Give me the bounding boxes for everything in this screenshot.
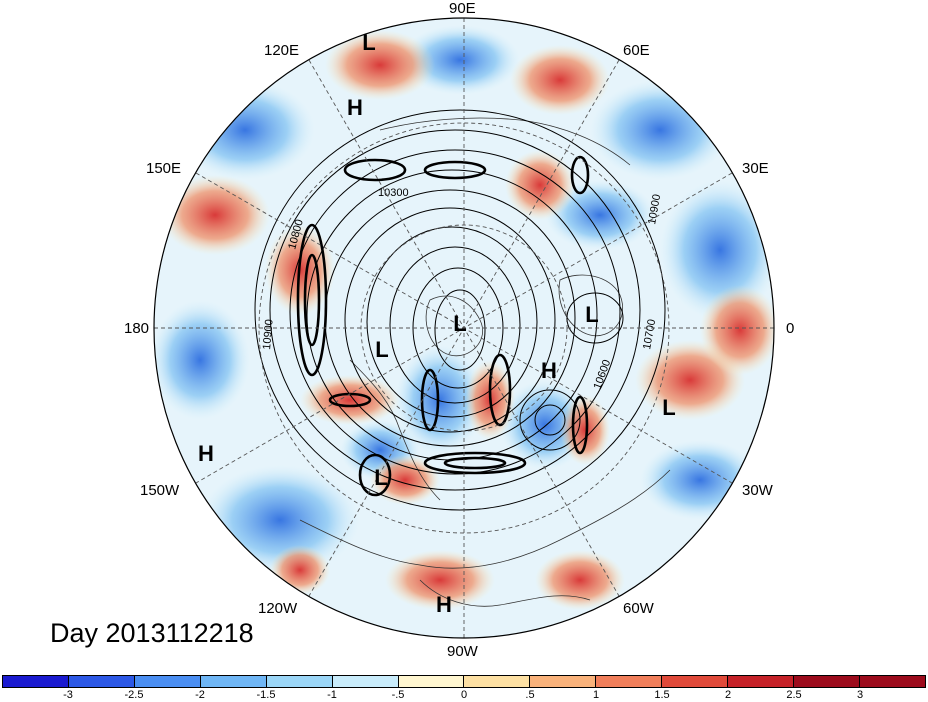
- colorbar-cell: [464, 676, 531, 687]
- colorbar-tick: -3: [63, 689, 73, 701]
- lon-label-90w: 90W: [447, 643, 478, 660]
- low-pressure-symbol: L: [362, 30, 376, 55]
- high-pressure-symbol: H: [436, 592, 452, 617]
- colorbar-tick: 1: [592, 689, 600, 701]
- low-pressure-symbol: L: [453, 311, 467, 336]
- colorbar-tick: 2: [724, 689, 732, 701]
- lon-label-120e: 120E: [264, 42, 300, 59]
- date-title: Day 2013112218: [50, 618, 254, 648]
- colorbar-tick: -2: [195, 689, 205, 701]
- colorbar-cell: [859, 676, 925, 687]
- contour-label: 10300: [378, 187, 409, 199]
- colorbar-cell: [332, 676, 399, 687]
- colorbar-cell: [3, 676, 69, 687]
- colorbar-tick: -.5: [391, 689, 405, 701]
- lon-label-180: 180: [124, 320, 150, 337]
- lon-label-0: 0: [786, 320, 795, 337]
- lon-label-30e: 30E: [742, 160, 769, 177]
- lon-label-150e: 150E: [146, 160, 182, 177]
- colorbar-tick: 0: [460, 689, 468, 701]
- colorbar-cell: [596, 676, 663, 687]
- contour-label: 10900: [646, 193, 663, 225]
- colorbar: [2, 675, 926, 688]
- lon-label-60e: 60E: [623, 42, 650, 59]
- lon-label-30w: 30W: [742, 482, 773, 499]
- colorbar-cell: [728, 676, 795, 687]
- lon-label-90e: 90E: [449, 0, 476, 17]
- contour-label: 10700: [641, 318, 658, 350]
- colorbar-tick: 3: [856, 689, 864, 701]
- colorbar-tick: -1: [327, 689, 337, 701]
- jet-contours: [296, 155, 590, 497]
- colorbar-tick: -2.5: [124, 689, 144, 701]
- colorbar-tick: -1.5: [256, 689, 276, 701]
- coastlines: [299, 117, 671, 607]
- lon-label-120w: 120W: [258, 600, 298, 617]
- lon-label-60w: 60W: [623, 600, 654, 617]
- colorbar-cell: [200, 676, 267, 687]
- colorbar-cell: [794, 676, 860, 687]
- colorbar-cell: [662, 676, 729, 687]
- colorbar-cell: [398, 676, 465, 687]
- colorbar-cell: [266, 676, 333, 687]
- low-pressure-symbol: L: [375, 337, 389, 362]
- anomaly-field: [154, 18, 774, 638]
- colorbar-tick: 2.5: [786, 689, 802, 701]
- lon-label-150w: 150W: [140, 482, 180, 499]
- high-pressure-symbol: H: [347, 95, 363, 120]
- low-pressure-symbol: L: [585, 302, 599, 327]
- colorbar-tick: .5: [525, 689, 535, 701]
- graticule: [154, 18, 774, 638]
- colorbar-cell: [530, 676, 597, 687]
- low-pressure-symbol: L: [662, 395, 676, 420]
- contour-label: 10900: [261, 319, 276, 351]
- low-pressure-symbol: L: [374, 465, 388, 490]
- colorbar-tick: 1.5: [654, 689, 670, 701]
- high-pressure-symbol: H: [541, 358, 557, 383]
- map-boundary: [153, 17, 775, 639]
- colorbar-cell: [68, 676, 135, 687]
- high-pressure-symbol: H: [198, 441, 214, 466]
- colorbar-cell: [134, 676, 201, 687]
